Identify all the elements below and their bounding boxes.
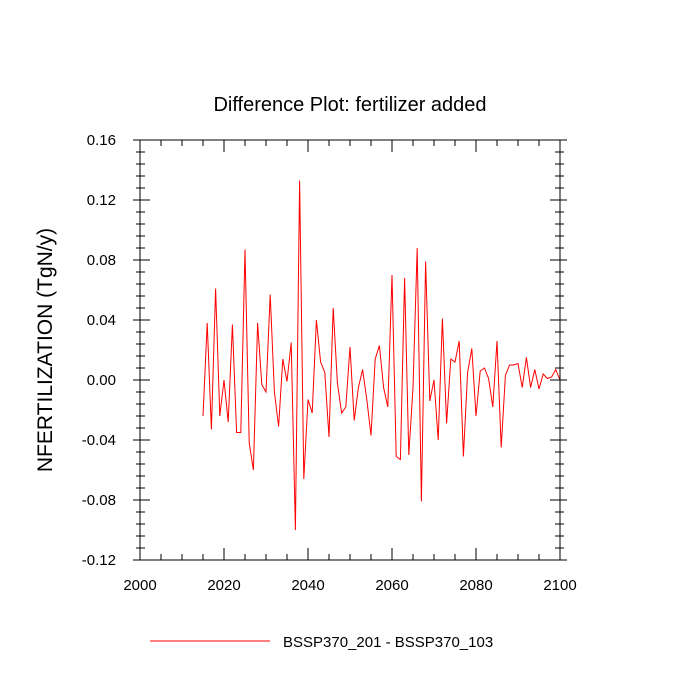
legend: BSSP370_201 - BSSP370_103 xyxy=(150,634,493,651)
y-tick-label: 0.08 xyxy=(87,252,116,269)
chart-title: Difference Plot: fertilizer added xyxy=(213,94,486,116)
series-line-0 xyxy=(202,180,561,531)
x-tick-label: 2000 xyxy=(123,577,156,594)
x-tick-label: 2040 xyxy=(291,577,324,594)
y-tick-label: 0.12 xyxy=(87,192,116,209)
y-tick-label: -0.12 xyxy=(82,552,116,569)
y-tick-label: 0.16 xyxy=(87,132,116,149)
y-tick-label: 0.04 xyxy=(87,312,116,329)
y-axis-label: NFERTILIZATION (TgN/y) xyxy=(34,228,57,472)
legend-label: BSSP370_201 - BSSP370_103 xyxy=(283,634,493,651)
x-tick-label: 2080 xyxy=(459,577,492,594)
x-tick-label: 2060 xyxy=(375,577,408,594)
y-tick-label: 0.00 xyxy=(87,372,116,389)
y-tick-label: -0.04 xyxy=(82,432,116,449)
x-tick-label: 2100 xyxy=(543,577,576,594)
x-tick-label: 2020 xyxy=(207,577,240,594)
y-tick-label: -0.08 xyxy=(82,492,116,509)
